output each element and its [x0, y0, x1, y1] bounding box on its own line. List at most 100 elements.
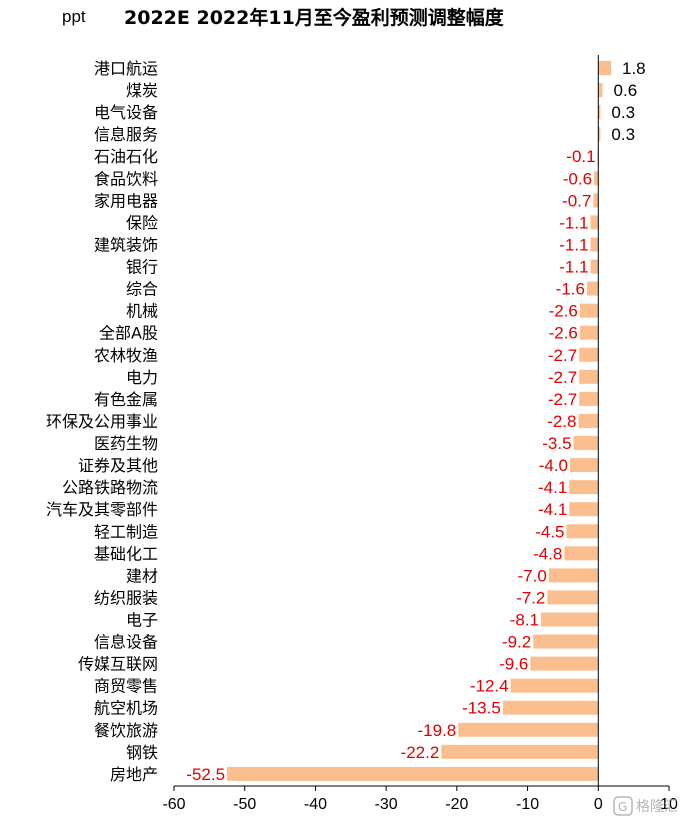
value-label: -4.0 [539, 456, 568, 475]
bar [586, 281, 599, 296]
unit-label: ppt [62, 7, 86, 26]
value-label: -1.1 [559, 258, 588, 277]
category-label: 综合 [126, 280, 158, 299]
category-label: 保险 [126, 213, 158, 232]
category-label: 商贸零售 [94, 677, 158, 696]
category-label: 煤炭 [126, 81, 158, 100]
value-label: -0.7 [562, 191, 591, 210]
bar [530, 656, 599, 671]
bar [566, 524, 599, 539]
axes-group: -60 -50 -40 -30 -20 -10 0 10 [162, 55, 678, 813]
value-label: 1.8 [622, 59, 646, 78]
bar [533, 634, 599, 649]
x-tick-label: -10 [516, 796, 539, 813]
value-label: -22.2 [401, 743, 440, 762]
value-label: -8.1 [510, 611, 539, 630]
value-label: -0.6 [563, 169, 592, 188]
value-label: -2.8 [547, 412, 576, 431]
value-label: -2.7 [548, 346, 577, 365]
category-label: 信息设备 [94, 633, 158, 652]
category-label: 钢铁 [126, 743, 158, 762]
value-label: 0.6 [614, 81, 638, 100]
bar [458, 722, 599, 737]
category-label: 农林牧渔 [94, 346, 158, 365]
bar [441, 744, 599, 759]
bar [579, 391, 599, 406]
value-label: -12.4 [470, 677, 509, 696]
category-label: 银行 [126, 258, 158, 277]
value-label: -52.5 [186, 765, 225, 784]
x-tick-label: -50 [233, 796, 256, 813]
bar [579, 347, 599, 362]
bar [598, 127, 601, 142]
bar [598, 83, 603, 98]
value-label: -1.1 [559, 213, 588, 232]
bar [590, 215, 599, 230]
x-tick-label: -20 [445, 796, 468, 813]
bar [598, 105, 601, 120]
bar [541, 612, 599, 627]
gelonghui-logo-glyph: G [618, 800, 627, 814]
category-label: 建筑装饰 [94, 235, 158, 254]
category-labels: 港口航运煤炭电气设备信息服务石油石化食品饮料家用电器保险建筑装饰银行综合机械全部… [46, 59, 158, 784]
watermark: G 格隆汇 [613, 796, 678, 816]
category-label: 电子 [126, 611, 158, 630]
category-label: 机械 [126, 302, 158, 321]
gelonghui-logo-icon [613, 796, 633, 816]
value-label: -9.6 [499, 655, 528, 674]
bar [570, 458, 599, 473]
value-label: -2.7 [548, 390, 577, 409]
category-label: 证券及其他 [78, 456, 158, 475]
category-label: 医药生物 [94, 434, 158, 453]
bar [579, 369, 599, 384]
chart-title: 2022E 2022年11月至今盈利预测调整幅度 [124, 6, 505, 29]
category-label: 港口航运 [94, 59, 158, 78]
bar [579, 325, 599, 340]
x-tick-label: 10 [660, 796, 678, 813]
bar [579, 303, 599, 318]
category-label: 全部A股 [99, 324, 158, 343]
value-label: -3.5 [542, 434, 571, 453]
value-label: -2.6 [549, 324, 578, 343]
bar [594, 171, 599, 186]
value-label: -2.7 [548, 368, 577, 387]
value-label: -2.6 [549, 302, 578, 321]
x-tick-label: -40 [304, 796, 327, 813]
category-label: 电力 [126, 368, 158, 387]
bar [569, 480, 599, 495]
category-label: 公路铁路物流 [62, 478, 158, 497]
category-label: 石油石化 [94, 147, 158, 166]
category-label: 有色金属 [94, 390, 158, 409]
category-label: 食品饮料 [94, 169, 158, 188]
category-label: 基础化工 [94, 544, 158, 563]
bar [590, 259, 599, 274]
bar [227, 766, 599, 781]
bars-group [227, 61, 612, 781]
bar [547, 590, 599, 605]
bar [564, 546, 599, 561]
bar [593, 193, 599, 208]
bar [548, 568, 599, 583]
x-tick-label: -60 [162, 796, 185, 813]
value-label: -4.5 [535, 522, 564, 541]
bar [598, 61, 612, 75]
value-label: -9.2 [502, 633, 531, 652]
category-label: 轻工制造 [94, 522, 158, 541]
category-label: 家用电器 [94, 191, 158, 210]
watermark-text: 格隆汇 [636, 799, 678, 815]
bar [510, 678, 599, 693]
category-label: 房地产 [110, 765, 158, 784]
bar [573, 436, 599, 451]
category-label: 电气设备 [94, 103, 158, 122]
value-label: -0.1 [566, 147, 595, 166]
value-label: -19.8 [418, 721, 457, 740]
value-label: -1.6 [556, 280, 585, 299]
category-label: 餐饮旅游 [94, 721, 158, 740]
x-tick-label: 0 [594, 796, 603, 813]
x-tick-label: -30 [375, 796, 398, 813]
category-label: 传媒互联网 [78, 655, 158, 674]
category-label: 汽车及其零部件 [46, 500, 158, 519]
value-label: 0.3 [611, 103, 635, 122]
value-label: -7.0 [517, 566, 546, 585]
